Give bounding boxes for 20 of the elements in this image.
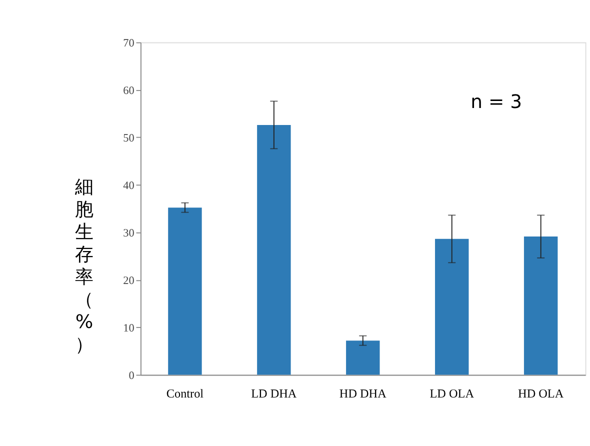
x-tick-label: LD DHA <box>251 386 297 401</box>
y-tick-label: 40 <box>123 180 135 192</box>
y-tick-label: 70 <box>123 38 135 50</box>
y-tick-label: 60 <box>123 85 135 98</box>
y-tick-label: 30 <box>123 227 135 240</box>
x-tick-label: Control <box>166 386 204 401</box>
x-tick-label: LD OLA <box>430 386 474 401</box>
bar <box>257 124 291 375</box>
bar <box>346 340 380 375</box>
annotation: n = 3 <box>470 92 522 113</box>
y-tick-label: 50 <box>123 132 135 145</box>
y-tick-label: 20 <box>123 274 135 287</box>
bar <box>524 236 558 375</box>
x-tick-label: HD DHA <box>339 386 387 401</box>
bar <box>435 238 469 375</box>
bar <box>168 208 202 375</box>
y-tick-label: 10 <box>123 322 135 334</box>
x-tick-label: HD OLA <box>518 386 564 401</box>
y-axis-title: 細胞生存率（%） <box>74 177 94 356</box>
y-tick-label: 0 <box>128 370 135 382</box>
